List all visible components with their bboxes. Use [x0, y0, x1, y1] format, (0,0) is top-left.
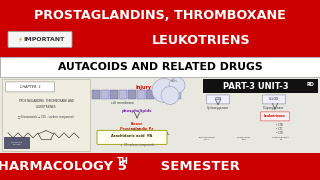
Text: phospholipids: phospholipids — [122, 109, 152, 113]
Bar — [155, 90, 163, 99]
Text: Thromboxane
TXA₂: Thromboxane TXA₂ — [199, 137, 215, 140]
Bar — [110, 90, 118, 99]
Text: Cyclooxygenase: Cyclooxygenase — [207, 106, 229, 110]
Text: DARKWAVE
PHARMA: DARKWAVE PHARMA — [11, 142, 23, 145]
Text: IMPORTANT: IMPORTANT — [23, 37, 65, 42]
Text: PHARMACOLOGY 5: PHARMACOLOGY 5 — [0, 160, 127, 173]
Text: SEMESTER: SEMESTER — [156, 160, 240, 173]
Text: Phospholipase A₂: Phospholipase A₂ — [144, 132, 170, 136]
Text: cell membrane: cell membrane — [111, 101, 133, 105]
Bar — [0, 57, 320, 77]
FancyBboxPatch shape — [5, 82, 54, 92]
FancyBboxPatch shape — [97, 130, 167, 144]
Text: Injury: Injury — [136, 85, 152, 90]
Bar — [164, 90, 172, 99]
Text: cells: cells — [171, 79, 177, 83]
Text: CHAPTER: 1: CHAPTER: 1 — [20, 85, 40, 89]
FancyBboxPatch shape — [206, 95, 229, 104]
Bar — [101, 90, 109, 99]
Text: • LTC: • LTC — [276, 127, 282, 131]
Text: Prostaglandins
PG: Prostaglandins PG — [272, 137, 290, 140]
Bar — [0, 77, 320, 153]
Bar — [0, 153, 320, 180]
FancyBboxPatch shape — [262, 95, 285, 104]
Text: COX: COX — [214, 97, 222, 101]
Text: RD: RD — [306, 82, 314, 87]
Text: (PLA₂): (PLA₂) — [153, 137, 162, 141]
Text: PROSTAGLANDINS, THROMBOXANE: PROSTAGLANDINS, THROMBOXANE — [34, 9, 286, 22]
Text: Eicose
Prostaglandin Pz: Eicose Prostaglandin Pz — [120, 122, 154, 131]
Text: 5-LOX: 5-LOX — [269, 97, 279, 101]
Text: ↓  20 carbon compounds: ↓ 20 carbon compounds — [120, 143, 154, 147]
Text: Arachidonic acid  PA: Arachidonic acid PA — [111, 134, 153, 138]
Text: AUTACOIDS AND RELATED DRUGS: AUTACOIDS AND RELATED DRUGS — [58, 62, 262, 72]
Text: • LTB: • LTB — [276, 123, 282, 127]
Text: Prostacyclin
PGI₂: Prostacyclin PGI₂ — [237, 137, 251, 140]
Text: □ Eicosanoids → C20 - carbon compounds: □ Eicosanoids → C20 - carbon compounds — [18, 115, 74, 119]
Bar — [4, 137, 30, 149]
Circle shape — [161, 86, 179, 104]
Text: PROSTAGLANDINS, THROMBOXANE AND: PROSTAGLANDINS, THROMBOXANE AND — [19, 99, 73, 103]
Text: ⚡: ⚡ — [17, 37, 22, 42]
Bar — [137, 90, 145, 99]
Text: LEUKOTRIENS: LEUKOTRIENS — [152, 34, 251, 47]
Text: TH: TH — [117, 157, 129, 166]
Bar — [173, 90, 181, 99]
Circle shape — [169, 77, 185, 93]
Bar — [128, 90, 136, 99]
Text: PART-3 UNIT-3: PART-3 UNIT-3 — [223, 82, 288, 91]
FancyBboxPatch shape — [8, 31, 72, 48]
Bar — [203, 79, 318, 93]
Bar — [119, 90, 127, 99]
Text: • LTD: • LTD — [276, 131, 282, 135]
Bar — [146, 90, 154, 99]
Circle shape — [152, 78, 176, 102]
Text: 5-Lipoxygenase: 5-Lipoxygenase — [263, 106, 285, 110]
Bar — [2, 79, 90, 151]
Bar — [92, 90, 100, 99]
FancyBboxPatch shape — [260, 112, 290, 121]
Bar — [0, 0, 320, 57]
Text: LEUKOTRIENES: LEUKOTRIENES — [36, 105, 56, 109]
Text: Leukotrienes: Leukotrienes — [264, 114, 286, 118]
